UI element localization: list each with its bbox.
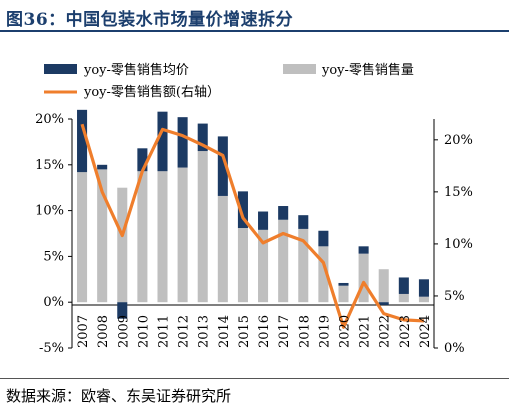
x-tick-label: 2008 bbox=[96, 315, 111, 348]
bar-price-2007 bbox=[77, 109, 88, 173]
line-value bbox=[80, 123, 425, 329]
x-tick-label: 2017 bbox=[277, 315, 292, 348]
x-tick-label: 2012 bbox=[177, 315, 192, 348]
x-tick-label: 2014 bbox=[217, 315, 232, 348]
bar-price-2023 bbox=[398, 277, 409, 294]
bar-series bbox=[77, 109, 429, 319]
bar-price-2015 bbox=[237, 191, 248, 229]
left-tick-label: 5% bbox=[43, 249, 64, 264]
chart: yoy-零售销售均价 yoy-零售销售量 yoy-零售销售额(右轴） -5% 0%… bbox=[35, 62, 473, 356]
bar-price-2011 bbox=[157, 111, 168, 172]
right-tick-label: 5% bbox=[444, 289, 465, 304]
left-tick-label: -5% bbox=[39, 341, 64, 356]
bar-price-2008 bbox=[97, 164, 108, 170]
x-tick-label: 2015 bbox=[237, 315, 252, 348]
bar-volume-2010 bbox=[137, 171, 148, 303]
left-axis-ticks: -5% 0% 5% 10% 15% 20% bbox=[35, 112, 72, 356]
bar-volume-2014 bbox=[217, 195, 228, 303]
bar-volume-2018 bbox=[298, 228, 309, 303]
source-rule bbox=[0, 378, 509, 379]
left-tick-label: 0% bbox=[43, 295, 64, 310]
line-series bbox=[80, 123, 425, 329]
bar-volume-2007 bbox=[77, 172, 88, 303]
bar-volume-2022 bbox=[378, 269, 389, 303]
x-tick-label: 2013 bbox=[197, 315, 212, 348]
bar-volume-2011 bbox=[157, 171, 168, 303]
bar-volume-2012 bbox=[177, 167, 188, 303]
x-tick-label: 2011 bbox=[157, 315, 172, 348]
x-tick-label: 2019 bbox=[317, 315, 332, 348]
right-tick-label: 0% bbox=[444, 341, 465, 356]
bar-price-2013 bbox=[197, 123, 208, 152]
bar-price-2012 bbox=[177, 117, 188, 168]
bar-volume-2021 bbox=[358, 253, 369, 303]
bar-volume-2016 bbox=[258, 229, 269, 303]
bar-price-2010 bbox=[137, 148, 148, 172]
right-tick-label: 20% bbox=[444, 133, 473, 148]
legend-swatch-price bbox=[44, 64, 77, 74]
bar-volume-2013 bbox=[197, 151, 208, 303]
title-rule bbox=[0, 30, 509, 32]
right-tick-label: 10% bbox=[444, 237, 473, 252]
x-tick-label: 2023 bbox=[398, 315, 413, 348]
bar-price-2016 bbox=[258, 211, 269, 230]
x-tick-label: 2021 bbox=[358, 315, 373, 348]
bar-volume-2020 bbox=[338, 285, 349, 303]
x-tick-label: 2009 bbox=[116, 315, 131, 348]
bar-price-2020 bbox=[338, 282, 349, 286]
bar-price-2019 bbox=[318, 230, 329, 247]
left-tick-label: 10% bbox=[35, 204, 64, 219]
legend-label-price: yoy-零售销售均价 bbox=[83, 62, 189, 78]
x-tick-label: 2022 bbox=[378, 315, 393, 348]
x-tick-label: 2010 bbox=[136, 315, 151, 348]
right-tick-label: 15% bbox=[444, 185, 473, 200]
bar-price-2022 bbox=[378, 302, 389, 305]
x-axis-ticks: 2007 2008 2009 2010 2011 2012 2013 2014 2015 2016… bbox=[76, 315, 433, 348]
x-tick-label: 2020 bbox=[338, 315, 353, 348]
legend: yoy-零售销售均价 yoy-零售销售量 yoy-零售销售额(右轴） bbox=[44, 62, 414, 100]
bar-price-2018 bbox=[298, 215, 309, 229]
x-tick-label: 2007 bbox=[76, 315, 91, 348]
bar-volume-2023 bbox=[398, 293, 409, 303]
bar-volume-2008 bbox=[97, 169, 108, 303]
bar-volume-2017 bbox=[278, 219, 289, 303]
bar-price-2017 bbox=[278, 206, 289, 220]
legend-swatch-volume bbox=[283, 64, 316, 74]
bar-price-2009 bbox=[117, 302, 128, 319]
x-tick-label: 2016 bbox=[257, 315, 272, 348]
source-note: 数据来源：欧睿、东吴证券研究所 bbox=[6, 387, 232, 405]
bar-volume-2024 bbox=[418, 296, 429, 303]
left-tick-label: 15% bbox=[35, 158, 64, 173]
bar-volume-2015 bbox=[237, 228, 248, 303]
right-axis-ticks: 0% 5% 10% 15% 20% bbox=[434, 133, 473, 356]
figure-title: 图36：中国包装水市场量价增速拆分 bbox=[6, 10, 294, 30]
bar-price-2021 bbox=[358, 246, 369, 254]
bar-price-2024 bbox=[418, 279, 429, 297]
bar-price-2014 bbox=[217, 136, 228, 196]
x-tick-label: 2024 bbox=[418, 315, 433, 348]
legend-label-volume: yoy-零售销售量 bbox=[321, 62, 414, 78]
legend-label-value: yoy-零售销售额(右轴） bbox=[83, 84, 220, 100]
bar-volume-2019 bbox=[318, 246, 329, 303]
x-tick-label: 2018 bbox=[297, 315, 312, 348]
left-tick-label: 20% bbox=[35, 112, 64, 127]
bar-volume-2009 bbox=[117, 187, 128, 303]
